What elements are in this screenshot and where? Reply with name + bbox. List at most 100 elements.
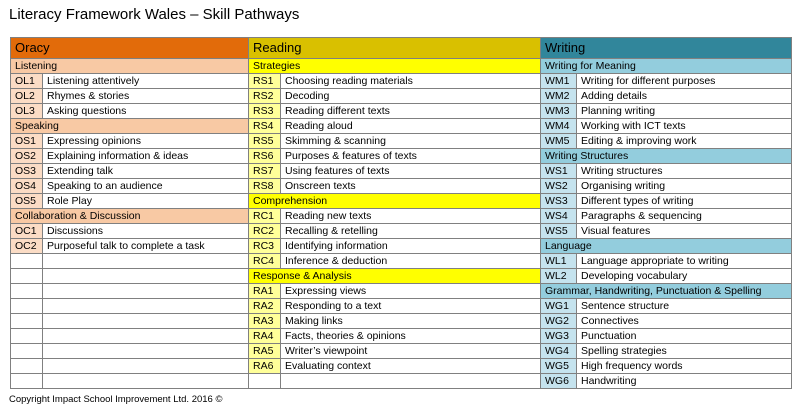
writing-section-heading: Writing Structures (540, 148, 792, 164)
table-row: OS3 Extending talk RS7 Using features of te… (10, 163, 792, 179)
reading-skill-code: RC4 (248, 253, 281, 269)
oracy-empty-cell (10, 313, 43, 329)
oracy-empty-cell (10, 343, 43, 359)
reading-section-heading: Response & Analysis (248, 268, 541, 284)
oracy-skill-code: OS1 (10, 133, 43, 149)
reading-skill-description: Expressing views (280, 283, 541, 299)
oracy-skill-code: OS4 (10, 178, 43, 194)
table-row: OS5 Role Play Comprehension WS3 Different ty… (10, 193, 792, 209)
oracy-empty-cell (42, 253, 249, 269)
reading-skill-code: RA1 (248, 283, 281, 299)
writing-skill-code: WS2 (540, 178, 577, 194)
writing-skill-description: Spelling strategies (576, 343, 792, 359)
table-row: RA6 Evaluating context WG5 High frequency w… (10, 358, 792, 374)
table-row: RC4 Inference & deduction WL1 Language appr… (10, 253, 792, 269)
reading-skill-description: Inference & deduction (280, 253, 541, 269)
oracy-column-header: Oracy (10, 37, 249, 59)
reading-skill-description: Purposes & features of texts (280, 148, 541, 164)
table-row: RA3 Making links WG2 Connectives (10, 313, 792, 329)
reading-skill-code: RS8 (248, 178, 281, 194)
writing-column-header: Writing (540, 37, 792, 59)
oracy-section-heading: Listening (10, 58, 249, 74)
reading-empty-cell (248, 373, 281, 389)
reading-skill-description: Evaluating context (280, 358, 541, 374)
oracy-section-heading: Speaking (10, 118, 249, 134)
writing-skill-description: Organising writing (576, 178, 792, 194)
table-row: WG6 Handwriting (10, 373, 792, 389)
reading-skill-description: Identifying information (280, 238, 541, 254)
reading-skill-description: Reading different texts (280, 103, 541, 119)
writing-skill-code: WG2 (540, 313, 577, 329)
writing-skill-description: Planning writing (576, 103, 792, 119)
writing-skill-code: WS4 (540, 208, 577, 224)
writing-skill-description: Working with ICT texts (576, 118, 792, 134)
oracy-empty-cell (42, 268, 249, 284)
writing-skill-code: WG6 (540, 373, 577, 389)
reading-skill-description: Decoding (280, 88, 541, 104)
reading-skill-code: RS7 (248, 163, 281, 179)
page-title: Literacy Framework Wales – Skill Pathway… (9, 6, 300, 23)
oracy-empty-cell (10, 358, 43, 374)
reading-empty-cell (280, 373, 541, 389)
oracy-empty-cell (42, 373, 249, 389)
table-row: Speaking RS4 Reading aloud WM4 Working with … (10, 118, 792, 134)
writing-skill-description: Visual features (576, 223, 792, 239)
table-row: Response & Analysis WL2 Developing vocabul… (10, 268, 792, 284)
oracy-skill-code: OS3 (10, 163, 43, 179)
table-row: Listening Strategies Writing for Meaning (10, 58, 792, 74)
writing-section-heading: Writing for Meaning (540, 58, 792, 74)
oracy-empty-cell (42, 343, 249, 359)
reading-skill-description: Responding to a text (280, 298, 541, 314)
oracy-empty-cell (10, 298, 43, 314)
writing-skill-description: Writing structures (576, 163, 792, 179)
oracy-empty-cell (10, 283, 43, 299)
writing-skill-description: Punctuation (576, 328, 792, 344)
oracy-skill-code: OS5 (10, 193, 43, 209)
oracy-skill-description: Discussions (42, 223, 249, 239)
oracy-skill-description: Expressing opinions (42, 133, 249, 149)
oracy-skill-code: OL2 (10, 88, 43, 104)
reading-section-heading: Strategies (248, 58, 541, 74)
oracy-empty-cell (10, 253, 43, 269)
writing-skill-code: WM2 (540, 88, 577, 104)
writing-skill-code: WG4 (540, 343, 577, 359)
table-row: OS4 Speaking to an audience RS8 Onscreen te… (10, 178, 792, 194)
oracy-empty-cell (42, 328, 249, 344)
oracy-skill-code: OL3 (10, 103, 43, 119)
table-row: OS1 Expressing opinions RS5 Skimming & scan… (10, 133, 792, 149)
copyright-notice: Copyright Impact School Improvement Ltd.… (9, 394, 223, 405)
reading-skill-code: RS6 (248, 148, 281, 164)
writing-skill-code: WS3 (540, 193, 577, 209)
reading-skill-description: Making links (280, 313, 541, 329)
reading-skill-code: RA6 (248, 358, 281, 374)
writing-skill-description: Editing & improving work (576, 133, 792, 149)
reading-skill-code: RA4 (248, 328, 281, 344)
reading-skill-code: RS4 (248, 118, 281, 134)
table-row: RA2 Responding to a text WG1 Sentence struc… (10, 298, 792, 314)
reading-skill-code: RS1 (248, 73, 281, 89)
reading-skill-description: Facts, theories & opinions (280, 328, 541, 344)
oracy-skill-code: OC1 (10, 223, 43, 239)
writing-skill-description: Language appropriate to writing (576, 253, 792, 269)
reading-skill-code: RA5 (248, 343, 281, 359)
writing-skill-description: Paragraphs & sequencing (576, 208, 792, 224)
writing-skill-code: WM3 (540, 103, 577, 119)
oracy-empty-cell (10, 268, 43, 284)
writing-section-heading: Language (540, 238, 792, 254)
oracy-skill-description: Rhymes & stories (42, 88, 249, 104)
table-row: OS2 Explaining information & ideas RS6 Purp… (10, 148, 792, 164)
writing-skill-code: WL2 (540, 268, 577, 284)
reading-skill-description: Reading aloud (280, 118, 541, 134)
table-row: RA4 Facts, theories & opinions WG3 Punctuat… (10, 328, 792, 344)
table-row: OL1 Listening attentively RS1 Choosing read… (10, 73, 792, 89)
writing-skill-code: WM4 (540, 118, 577, 134)
reading-skill-description: Writer’s viewpoint (280, 343, 541, 359)
table-row: OC1 Discussions RC2 Recalling & retelling WS… (10, 223, 792, 239)
reading-skill-description: Recalling & retelling (280, 223, 541, 239)
reading-section-heading: Comprehension (248, 193, 541, 209)
reading-skill-code: RC2 (248, 223, 281, 239)
reading-skill-description: Skimming & scanning (280, 133, 541, 149)
reading-skill-code: RC1 (248, 208, 281, 224)
reading-column-header: Reading (248, 37, 541, 59)
writing-skill-description: Handwriting (576, 373, 792, 389)
